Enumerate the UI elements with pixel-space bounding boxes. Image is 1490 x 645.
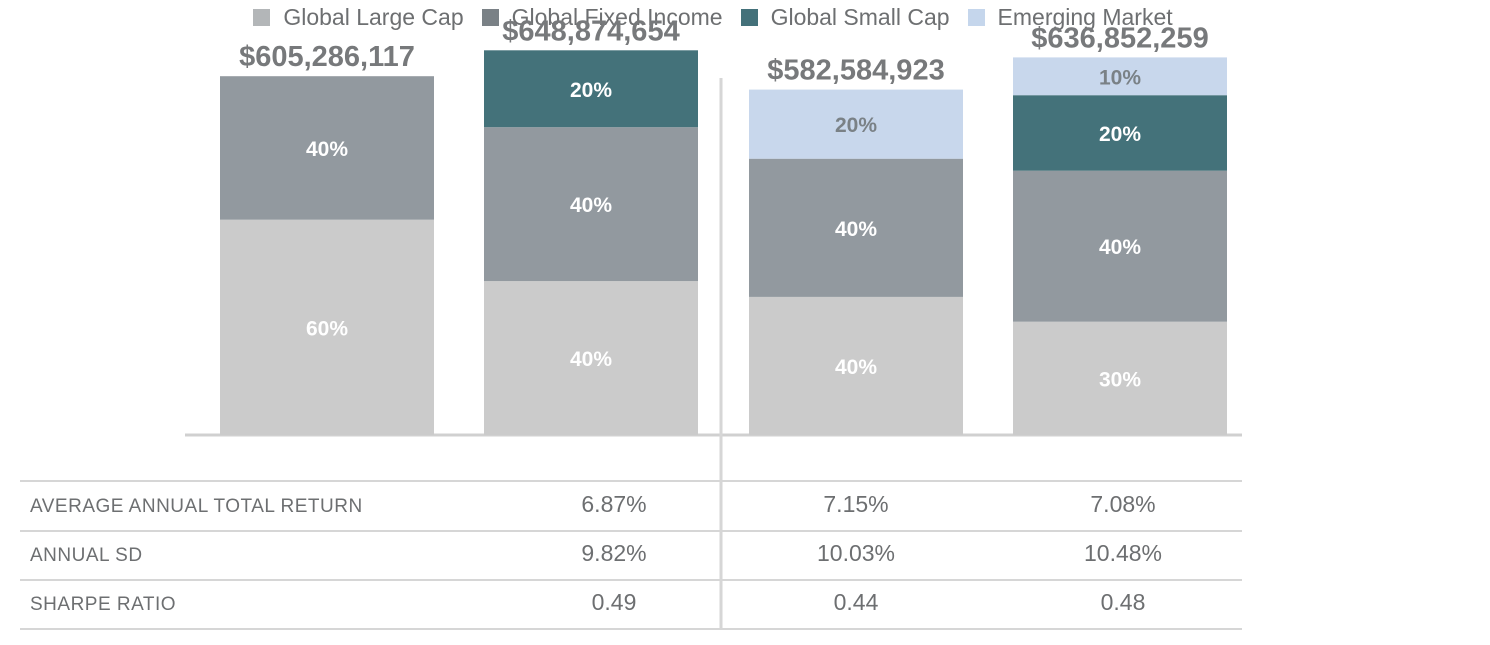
stats-cell: 10.03% xyxy=(816,540,895,566)
stats-cell: 0.44 xyxy=(833,589,879,615)
bar-total-label: $648,874,654 xyxy=(502,15,679,47)
bar-segment-global-large-cap-4 xyxy=(1013,321,1227,435)
legend-item-emerging-market: Emerging Market xyxy=(967,4,1173,31)
segment-label: 20% xyxy=(835,114,877,137)
segment-label: 60% xyxy=(306,317,348,340)
stats-row-label: ANNUAL SD xyxy=(30,545,143,566)
legend-swatch-global-large-cap xyxy=(253,9,271,26)
legend-label: Emerging Market xyxy=(997,4,1173,30)
segment-label: 30% xyxy=(1099,368,1141,391)
legend-label: Global Small Cap xyxy=(770,4,950,30)
segment-label: 40% xyxy=(835,356,877,379)
stats-cell: 0.48 xyxy=(1100,589,1146,615)
bars-group: 60% 40% $605,286,117 40% 40% 20% $648,874,654 4… xyxy=(220,15,1227,435)
bar-segment-global-small-cap-4 xyxy=(1013,95,1227,171)
legend-label: Global Fixed Income xyxy=(511,4,723,30)
chart-legend: Global Large Cap Global Fixed Income Glo… xyxy=(0,4,1426,31)
legend-item-global-small-cap: Global Small Cap xyxy=(740,4,950,31)
segment-label: 40% xyxy=(835,218,877,241)
bar-segment-global-fixed-income-3 xyxy=(749,158,963,297)
segment-label: 10% xyxy=(1099,66,1141,89)
bar-segment-global-fixed-income-4 xyxy=(1013,170,1227,322)
stats-row-return: AVERAGE ANNUAL TOTAL RETURN 6.87% 7.15% … xyxy=(20,482,1242,532)
segment-label: 20% xyxy=(1099,123,1141,146)
bar-segment-global-fixed-income-2 xyxy=(484,127,698,282)
legend-swatch-emerging-market xyxy=(967,9,985,26)
bar-total-label: $636,852,259 xyxy=(1031,22,1208,54)
segment-label: 20% xyxy=(570,79,612,102)
legend-item-global-fixed-income: Global Fixed Income xyxy=(481,4,723,31)
segment-label: 40% xyxy=(1099,236,1141,259)
stats-cell: 10.48% xyxy=(1083,540,1162,566)
bar-segment-emerging-market-4 xyxy=(1013,57,1227,96)
stats-row-label: AVERAGE ANNUAL TOTAL RETURN xyxy=(30,496,363,517)
legend-label: Global Large Cap xyxy=(283,4,464,30)
legend-swatch-global-small-cap xyxy=(740,9,758,26)
bar-segment-global-large-cap-1 xyxy=(220,219,434,435)
segment-label: 40% xyxy=(570,194,612,217)
legend-item-global-large-cap: Global Large Cap xyxy=(253,4,464,31)
bar-total-label: $582,584,923 xyxy=(767,55,944,87)
stats-cell: 6.87% xyxy=(581,491,647,517)
bar-segment-global-large-cap-2 xyxy=(484,281,698,435)
segment-label: 40% xyxy=(306,138,348,161)
stats-cell: 0.49 xyxy=(591,589,637,615)
bar-segment-emerging-market-3 xyxy=(749,89,963,159)
stats-cell: 7.08% xyxy=(1090,491,1156,517)
bar-segment-global-small-cap-2 xyxy=(484,50,698,128)
stats-row-label: SHARPE RATIO xyxy=(30,594,177,615)
stats-row-sharpe: SHARPE RATIO 0.49 0.44 0.48 xyxy=(20,580,1242,630)
stats-cell: 9.82% xyxy=(581,540,647,566)
bar-segment-global-fixed-income-1 xyxy=(220,76,434,220)
stats-row-sd: ANNUAL SD 9.82% 10.03% 10.48% xyxy=(20,531,1242,581)
legend-swatch-global-fixed-income xyxy=(481,9,499,26)
segment-label: 40% xyxy=(570,348,612,371)
stats-cell: 7.15% xyxy=(823,491,889,517)
bar-segment-global-large-cap-3 xyxy=(749,296,963,435)
bar-total-label: $605,286,117 xyxy=(239,41,415,73)
